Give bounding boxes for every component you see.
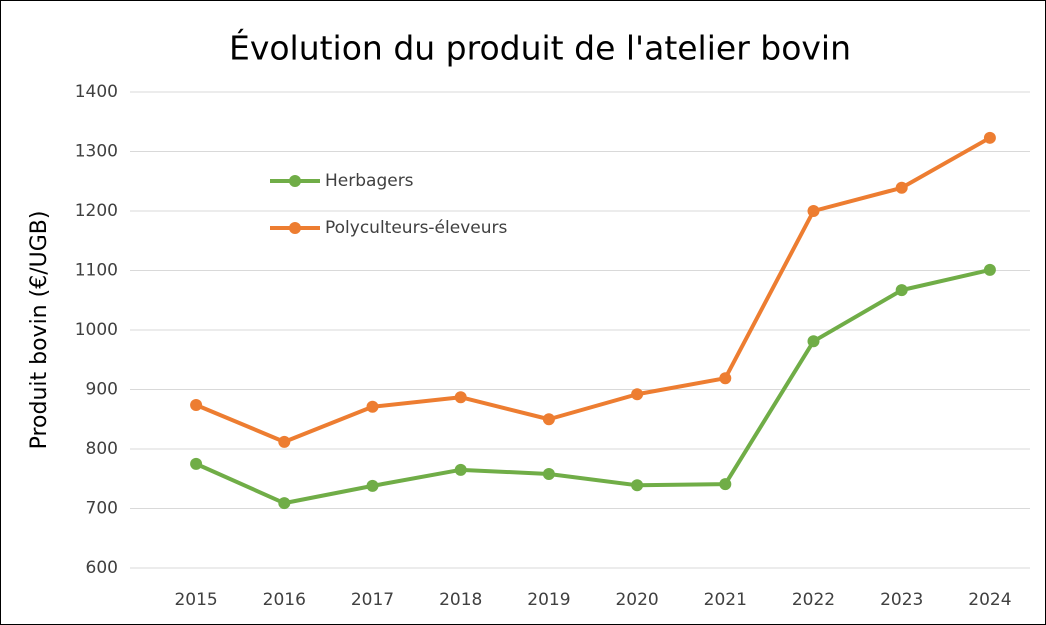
legend-label: Herbagers [325,171,414,191]
y-tick-label: 900 [86,380,118,400]
data-point [983,131,996,144]
x-tick-label: 2024 [968,590,1011,610]
data-point [983,263,996,276]
data-point [454,391,467,404]
x-tick-label: 2022 [792,590,835,610]
y-tick-label: 1000 [75,320,118,340]
x-tick-label: 2016 [263,590,306,610]
series-line [195,267,991,506]
data-point [631,479,644,492]
data-point [895,181,908,194]
y-tick-label: 800 [86,439,118,459]
legend-label: Polyculteurs-éleveurs [325,218,507,238]
data-point [807,335,820,348]
data-point [631,388,644,401]
data-point [366,479,379,492]
y-tick-label: 1300 [75,142,118,162]
data-point [895,284,908,297]
chart-title: Évolution du produit de l'atelier bovin [229,28,851,68]
series-line [195,136,991,444]
data-point [719,478,732,491]
y-axis-label: Produit bovin (€/UGB) [27,211,52,450]
x-tick-label: 2017 [351,590,394,610]
data-point [278,435,291,448]
data-point [190,398,203,411]
data-point [719,372,732,385]
y-tick-label: 1100 [75,261,118,281]
x-tick-label: 2019 [527,590,570,610]
data-point [542,467,555,480]
y-tick-label: 600 [86,558,118,578]
x-tick-label: 2015 [174,590,217,610]
x-tick-label: 2018 [439,590,482,610]
data-point [278,497,291,510]
y-tick-label: 1400 [75,82,118,102]
data-point [366,400,379,413]
x-tick-label: 2021 [704,590,747,610]
legend-marker [289,222,301,234]
data-point [454,463,467,476]
data-point [807,205,820,217]
data-point [190,457,203,470]
x-tick-label: 2023 [880,590,923,610]
x-tick-label: 2020 [615,590,658,610]
y-tick-label: 700 [86,499,118,519]
legend-marker [289,175,301,187]
y-tick-label: 1200 [75,201,118,221]
data-point [542,413,555,426]
